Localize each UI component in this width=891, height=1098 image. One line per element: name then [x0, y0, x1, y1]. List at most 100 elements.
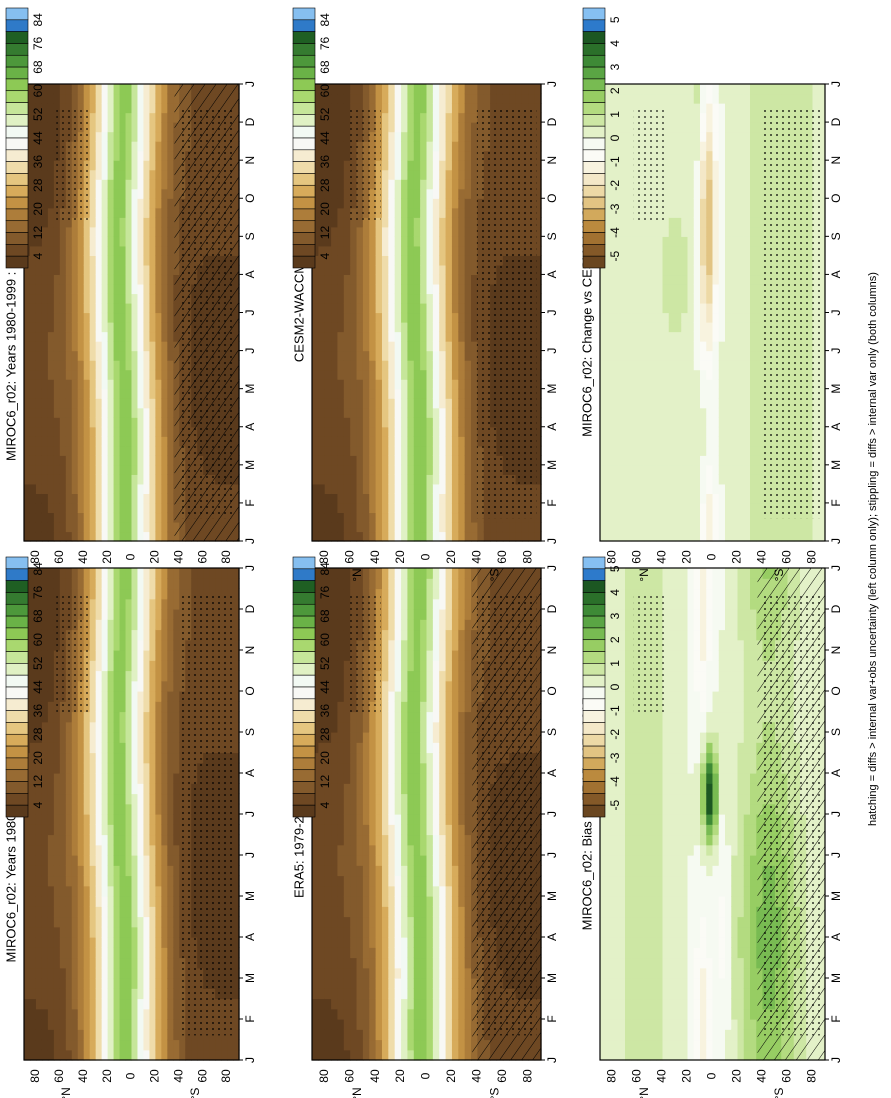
heat-cell: [89, 896, 97, 907]
heat-cell: [407, 896, 415, 907]
heat-cell: [29, 350, 37, 361]
x-tick-label: M: [243, 460, 257, 470]
heat-cell: [420, 609, 428, 620]
x-tick-label: J: [243, 852, 257, 858]
heat-cell: [155, 865, 162, 877]
heat-cell: [413, 793, 421, 805]
heat-cell: [131, 169, 139, 180]
heat-cell: [394, 670, 402, 682]
heat-cell: [137, 967, 145, 979]
heat-cell: [432, 896, 440, 907]
heat-cell: [362, 773, 370, 784]
heat-cell: [401, 629, 409, 641]
heat-cell: [413, 639, 421, 651]
heat-cell: [167, 1049, 174, 1061]
heat-cell: [149, 283, 156, 295]
heat-cell: [401, 957, 409, 969]
heat-cell: [131, 502, 139, 514]
heat-cell: [24, 967, 31, 979]
heat-cell: [137, 388, 145, 399]
heat-cell: [77, 762, 85, 774]
heat-cell: [337, 1039, 345, 1051]
heat-cell: [445, 598, 453, 610]
heat-cell: [381, 793, 389, 805]
heat-cell: [143, 957, 151, 969]
heat-cell: [83, 721, 91, 733]
heat-cell: [89, 978, 97, 989]
heat-cell: [426, 906, 434, 918]
heat-cell: [324, 568, 332, 579]
heat-cell: [343, 885, 351, 897]
heat-cell: [432, 742, 440, 754]
heat-cell: [324, 998, 332, 1010]
heat-cell: [331, 578, 339, 590]
heat-cell: [113, 255, 121, 266]
heat-cell: [143, 844, 151, 856]
heat-cell: [137, 302, 145, 314]
heat-cell: [89, 255, 97, 266]
heat-cell: [227, 568, 234, 579]
heat-cell: [53, 1008, 61, 1020]
heat-cell: [113, 578, 121, 590]
heat-cell: [318, 988, 326, 1000]
heat-cell: [464, 752, 472, 764]
heat-cell: [24, 1029, 31, 1041]
heat-cell: [312, 660, 319, 672]
heat-cell: [149, 531, 156, 542]
heat-cell: [65, 824, 73, 836]
heat-cell: [432, 875, 440, 887]
heat-cell: [71, 407, 79, 418]
heat-cell: [77, 226, 85, 237]
heat-cell: [119, 360, 127, 371]
heat-cell: [167, 834, 174, 846]
heat-cell: [426, 947, 434, 959]
heat-cell: [155, 436, 162, 447]
heat-cell: [337, 988, 345, 1000]
heat-cell: [119, 691, 127, 702]
heat-cell: [143, 160, 151, 171]
heat-cell: [161, 711, 168, 723]
heat-cell: [337, 1008, 345, 1020]
heat-cell: [107, 967, 115, 979]
heat-cell: [101, 629, 109, 641]
heat-cell: [65, 568, 73, 579]
heat-cell: [41, 721, 49, 733]
heat-cell: [119, 1039, 127, 1051]
y-tick-label: 20: [148, 550, 162, 564]
heat-cell: [125, 947, 133, 959]
heat-cell: [131, 957, 139, 969]
heat-cell: [167, 1039, 174, 1051]
heat-cell: [458, 670, 466, 682]
heat-cell: [161, 512, 168, 523]
heat-cell: [161, 824, 168, 836]
heat-cell: [77, 264, 85, 276]
heat-cell: [155, 998, 162, 1010]
heat-cell: [119, 512, 127, 523]
heat-cell: [113, 283, 121, 295]
heat-cell: [83, 937, 91, 948]
heat-cell: [432, 926, 440, 938]
heat-cell: [83, 341, 91, 352]
heat-cell: [331, 803, 339, 815]
heat-cell: [95, 493, 103, 504]
heat-cell: [35, 865, 43, 877]
heat-cell: [369, 865, 377, 877]
heat-cell: [41, 1049, 49, 1061]
heat-cell: [101, 160, 109, 171]
heat-cell: [41, 978, 49, 989]
heat-cell: [131, 226, 139, 237]
heat-cell: [125, 93, 133, 104]
heat-cell: [318, 609, 326, 620]
x-tick-label: J: [243, 565, 257, 571]
heat-cell: [426, 844, 434, 856]
heat-cell: [95, 122, 103, 133]
heat-cell: [167, 711, 174, 723]
heat-cell: [149, 93, 156, 104]
heat-cell: [47, 947, 55, 959]
heat-cell: [41, 521, 49, 533]
heat-cell: [53, 531, 61, 542]
heat-cell: [29, 752, 37, 764]
heat-cell: [107, 875, 115, 887]
heat-cell: [89, 160, 97, 171]
heat-cell: [137, 264, 145, 276]
